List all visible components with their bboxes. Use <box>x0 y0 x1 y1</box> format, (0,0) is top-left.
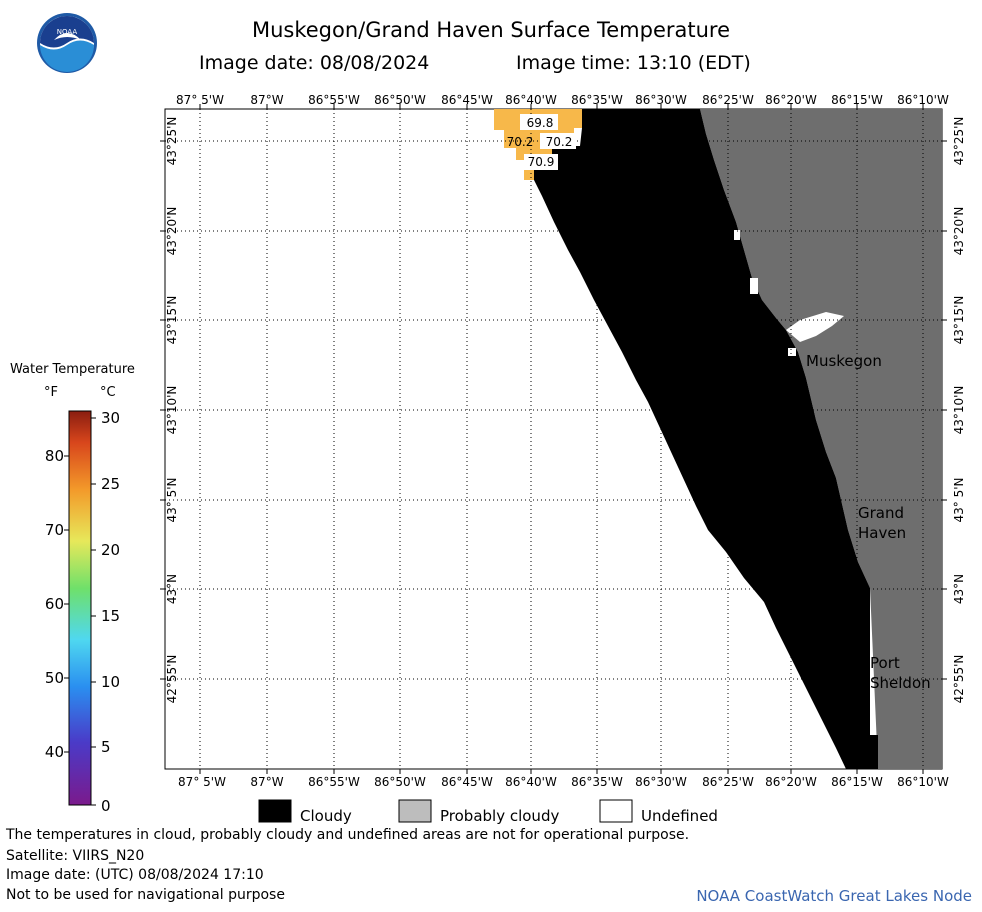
c-tick: 0 <box>101 797 111 815</box>
lon-label: 86°20'W <box>765 775 817 789</box>
lon-label: 86°35'W <box>571 775 623 789</box>
legend-swatch-probably-cloudy <box>398 799 432 823</box>
colorbar <box>68 410 92 806</box>
place-label-port-sheldon: Port <box>870 654 900 672</box>
colorbar-unit-f: °F <box>44 385 58 400</box>
temp-value: 69.8 <box>527 116 554 130</box>
colorbar-title: Water Temperature <box>10 362 135 377</box>
lon-label: 86°30'W <box>635 93 687 107</box>
place-label-grand-haven: Haven <box>858 524 906 542</box>
cloudy-region <box>534 109 878 769</box>
c-tick: 5 <box>101 738 111 756</box>
footer-utc-date: Image date: (UTC) 08/08/2024 17:10 <box>6 867 264 883</box>
temp-label-box <box>540 133 576 149</box>
c-tick: 30 <box>101 409 120 427</box>
image-time: Image time: 13:10 (EDT) <box>516 52 751 74</box>
lon-label: 86°55'W <box>308 775 360 789</box>
f-tick: 50 <box>45 669 64 687</box>
lat-label: 42°55'N <box>165 655 179 704</box>
f-tick: 80 <box>45 447 64 465</box>
lat-label: 43° 5'N <box>952 478 966 523</box>
page-title: Muskegon/Grand Haven Surface Temperature <box>251 18 731 42</box>
lon-label: 87° 5'W <box>178 775 226 789</box>
legend-label-cloudy: Cloudy <box>300 807 352 825</box>
water-temp-region <box>494 109 582 180</box>
logo-text: NOAA <box>57 28 78 36</box>
legend-label-undefined: Undefined <box>641 807 718 825</box>
footer-navigation: Not to be used for navigational purpose <box>6 887 285 903</box>
lon-label: 86°10'W <box>897 775 949 789</box>
image-date: Image date: 08/08/2024 <box>199 52 430 74</box>
clear-gap <box>750 278 758 294</box>
temp-label-box <box>520 114 558 130</box>
lon-label: 86°20'W <box>765 93 817 107</box>
probably-cloudy-region <box>700 109 942 769</box>
c-tick: 10 <box>101 673 120 691</box>
lon-label: 86°40'W <box>505 775 557 789</box>
lon-label: 86°15'W <box>831 93 883 107</box>
lat-label: 43°25'N <box>165 117 179 166</box>
c-tick: 20 <box>101 541 120 559</box>
legend-swatch-cloudy <box>258 799 292 823</box>
temp-value: 70.2 <box>507 135 534 149</box>
lat-label: 42°55'N <box>952 655 966 704</box>
clear-gap <box>734 230 740 240</box>
lat-label: 43° 5'N <box>165 478 179 523</box>
lon-label: 86°45'W <box>441 775 493 789</box>
f-tick: 60 <box>45 595 64 613</box>
temp-value: 70.2 <box>546 135 573 149</box>
place-label-muskegon: Muskegon <box>806 352 882 370</box>
lat-label: 43°15'N <box>952 296 966 345</box>
f-tick: 40 <box>45 743 64 761</box>
c-tick: 25 <box>101 475 120 493</box>
lon-label: 86°30'W <box>635 775 687 789</box>
lat-label: 43°25'N <box>952 117 966 166</box>
footer-disclaimer: The temperatures in cloud, probably clou… <box>6 827 690 843</box>
clear-gap <box>788 348 796 356</box>
lon-label: 86°10'W <box>897 93 949 107</box>
place-label-port-sheldon: Sheldon <box>870 674 931 692</box>
legend-swatch-undefined <box>599 799 633 823</box>
lon-label: 86°55'W <box>308 93 360 107</box>
noaa-logo: NOAA <box>37 13 97 73</box>
lat-label: 43°20'N <box>165 207 179 256</box>
lon-label: 86°15'W <box>831 775 883 789</box>
lon-label: 86°35'W <box>571 93 623 107</box>
temp-value: 70.9 <box>528 155 555 169</box>
lat-label: 43°10'N <box>952 386 966 435</box>
lon-label: 86°40'W <box>505 93 557 107</box>
legend-label-probably-cloudy: Probably cloudy <box>440 807 559 825</box>
lon-label: 86°50'W <box>374 93 426 107</box>
lat-label: 43°10'N <box>165 386 179 435</box>
c-tick: 15 <box>101 607 120 625</box>
lon-label: 87° 5'W <box>176 93 224 107</box>
lat-label: 43°N <box>165 574 179 604</box>
lon-label: 86°25'W <box>702 775 754 789</box>
footer-satellite: Satellite: VIIRS_N20 <box>6 848 145 864</box>
footer-credit: NOAA CoastWatch Great Lakes Node <box>696 887 972 905</box>
place-label-grand-haven: Grand <box>858 504 904 522</box>
colorbar-unit-c: °C <box>100 385 116 400</box>
lon-label: 86°50'W <box>374 775 426 789</box>
temp-label-box <box>524 154 558 170</box>
lon-label: 86°25'W <box>702 93 754 107</box>
lon-label: 86°45'W <box>441 93 493 107</box>
lat-label: 43°15'N <box>165 296 179 345</box>
f-tick: 70 <box>45 521 64 539</box>
lat-label: 43°N <box>952 574 966 604</box>
lon-label: 87°W <box>250 93 283 107</box>
lon-label: 87°W <box>250 775 283 789</box>
lat-label: 43°20'N <box>952 207 966 256</box>
